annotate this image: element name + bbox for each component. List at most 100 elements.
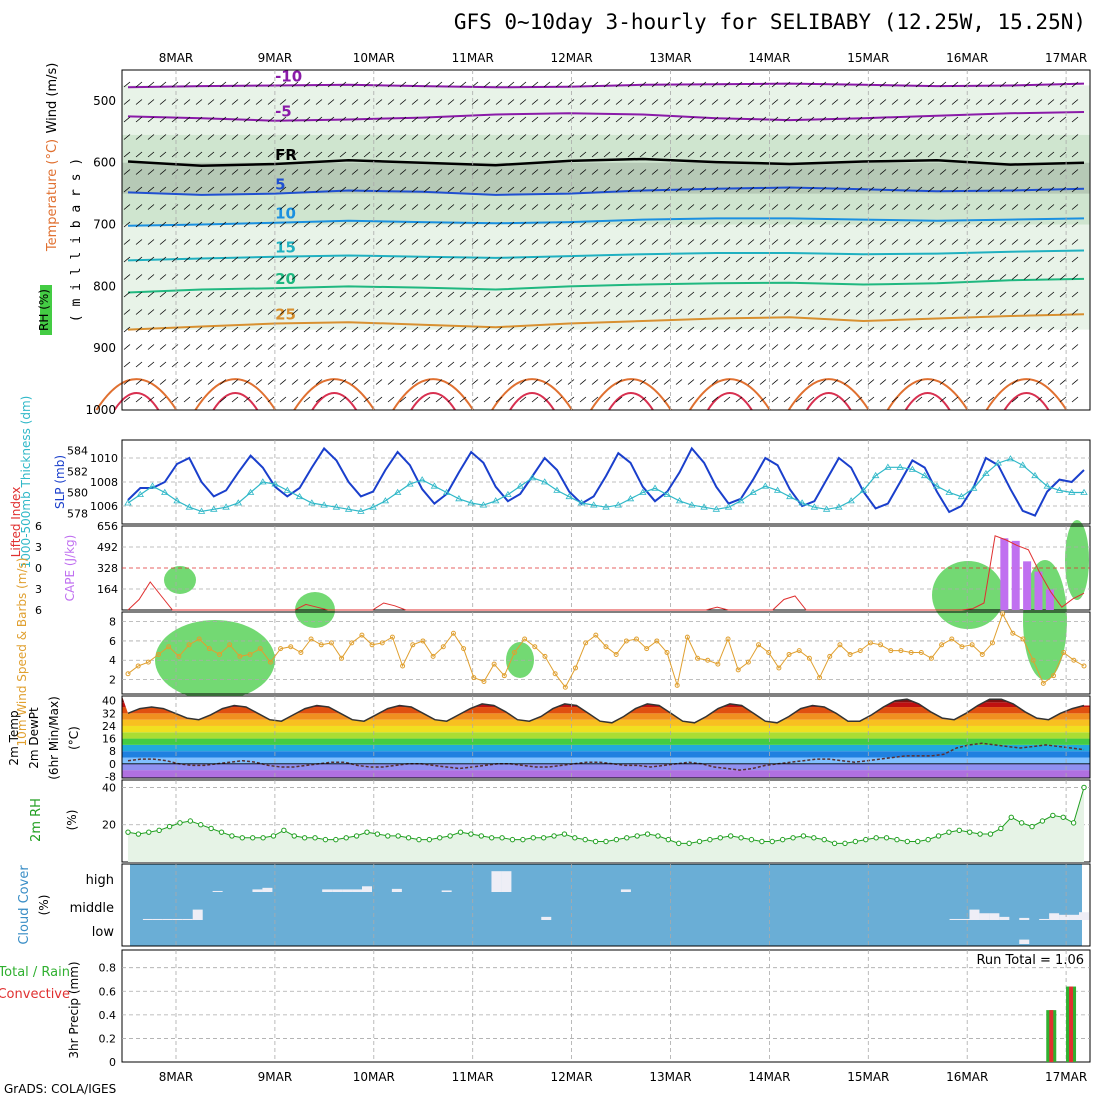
wind-barb — [603, 151, 611, 158]
wind-barb — [519, 326, 527, 333]
wind-barb — [555, 116, 563, 123]
wind-barb — [543, 274, 551, 280]
wind-barb — [303, 379, 311, 385]
wind-barb — [639, 274, 647, 280]
y-tick-label: 900 — [93, 341, 116, 355]
wind-speed-point — [583, 640, 589, 646]
wind-barb — [987, 81, 995, 88]
wind-barb — [387, 221, 395, 228]
wind-barb — [207, 344, 215, 350]
wind-barb — [831, 309, 839, 315]
wind-barb — [507, 169, 515, 175]
wind-barb — [723, 344, 731, 350]
wind-barb — [879, 151, 887, 158]
rh-point — [156, 827, 162, 834]
wind-barb — [447, 309, 455, 315]
rh-point — [779, 836, 786, 843]
wind-barb — [1011, 169, 1019, 175]
wind-barb — [699, 221, 707, 228]
wind-barb — [255, 379, 263, 385]
wind-barb — [807, 361, 815, 368]
wind-barb — [975, 116, 983, 123]
wind-barb — [303, 81, 311, 88]
rh-point — [842, 840, 848, 847]
wind-barb — [399, 326, 407, 333]
y-tick-label-wind: 2 — [109, 674, 116, 687]
wind-barb — [711, 81, 719, 88]
wind-barb — [927, 186, 935, 193]
thickness-point — [222, 503, 230, 510]
temperature-contour-30 — [689, 378, 771, 411]
rh-point — [966, 829, 973, 835]
wind-barb — [639, 221, 647, 228]
wind-barb — [591, 221, 599, 228]
wind-barb — [639, 256, 647, 263]
wind-barb — [975, 274, 983, 280]
wind-barb — [327, 134, 335, 140]
wind-barb — [519, 309, 527, 315]
wind-barb — [399, 396, 407, 403]
wind-barb — [783, 344, 791, 350]
rh-point — [977, 831, 983, 837]
wind-barb — [375, 99, 383, 105]
wind-barb — [303, 151, 311, 158]
thickness-point — [1055, 486, 1064, 493]
wind-barb — [135, 204, 143, 210]
wind-barb — [579, 116, 587, 123]
wind-barb — [819, 274, 827, 280]
wind-barb — [903, 81, 911, 88]
wind-barb — [363, 274, 371, 280]
wind-barb — [1011, 379, 1019, 385]
wind-barb — [435, 274, 443, 280]
rh-point — [676, 840, 682, 847]
wind-barb — [795, 99, 803, 105]
wind-barb — [195, 134, 203, 140]
wind-barb — [423, 186, 431, 193]
wind-barb — [999, 309, 1007, 315]
wind-barb — [651, 274, 659, 280]
wind-barb — [543, 396, 551, 403]
wind-barb — [1071, 116, 1079, 123]
wind-speed-point — [349, 640, 355, 646]
wind-speed-point — [135, 663, 141, 669]
wind-barb — [615, 274, 623, 280]
wind-barb — [771, 326, 779, 333]
wind-speed-point — [857, 648, 863, 654]
wind-barb — [651, 151, 659, 158]
rh-point — [385, 833, 391, 839]
wind-barb — [411, 361, 419, 368]
wind-barb — [171, 274, 179, 280]
wind-barb — [471, 239, 479, 245]
y-axis-label-thickness: 1000-500mb Thickness (dm) — [19, 396, 33, 569]
cloud-bar-middle — [999, 916, 1010, 920]
rh-point — [208, 825, 214, 832]
wind-barb — [543, 256, 551, 263]
wind-speed-point — [572, 665, 578, 671]
wind-barb — [591, 169, 599, 175]
wind-barb — [1059, 309, 1067, 315]
wind-barb — [1071, 99, 1079, 105]
wind-barb — [987, 379, 995, 385]
wind-barb — [783, 291, 791, 298]
wind-barb — [327, 169, 335, 175]
wind-barb — [615, 134, 623, 140]
wind-barb — [699, 291, 707, 298]
wind-barb — [723, 379, 731, 385]
wind-barb — [651, 361, 659, 368]
wind-barb — [459, 151, 467, 158]
wind-barb — [783, 239, 791, 245]
wind-barb — [135, 256, 143, 263]
wind-barb — [123, 99, 131, 105]
wind-barb — [411, 186, 419, 193]
wind-barb — [279, 186, 287, 193]
wind-barb — [651, 309, 659, 315]
wind-barb — [339, 204, 347, 210]
wind-barb — [135, 116, 143, 123]
wind-barb — [927, 274, 935, 280]
wind-barb — [891, 221, 899, 228]
cloud-bar-high — [491, 871, 502, 892]
wind-barb — [663, 361, 671, 368]
wind-barb — [483, 134, 491, 140]
wind-barb — [1023, 116, 1031, 123]
wind-barb — [135, 274, 143, 280]
